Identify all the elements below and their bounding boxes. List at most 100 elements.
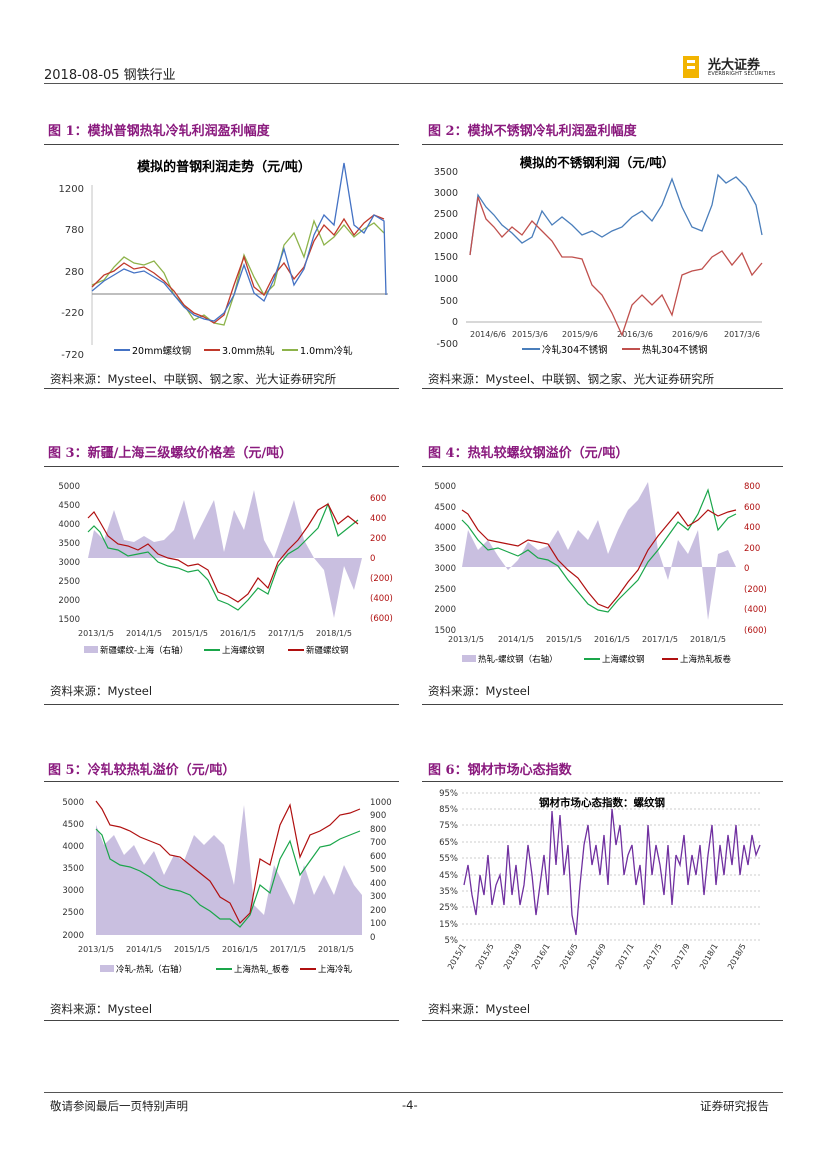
y-tick: 2000 <box>62 931 84 941</box>
legend-label: 上海冷轧 <box>318 964 353 975</box>
legend-label: 上海螺纹钢 <box>222 645 265 656</box>
x-tick: 2016/9/6 <box>672 330 708 339</box>
y-tick: 2500 <box>62 908 84 918</box>
figure-3-chart: 5000 4500 4000 3500 3000 2500 2000 1500 … <box>58 482 393 656</box>
y-tick: 2500 <box>58 577 80 587</box>
x-tick: 2016/5 <box>558 942 580 971</box>
x-tick: 2015/1/5 <box>546 635 582 644</box>
x-tick: 2018/5 <box>726 942 748 971</box>
x-tick: 2016/9 <box>586 942 608 971</box>
figure-5-chart: 5000 4500 4000 3500 3000 2500 2000 1000 … <box>62 798 392 975</box>
figure-1-bottom-rule <box>44 388 399 389</box>
figure-4-source: 资料来源：Mysteel <box>428 684 531 698</box>
y2-tick: 0 <box>370 933 375 943</box>
figure-1-title: 图 1：模拟普钢热轧冷轧利润盈利幅度 <box>48 124 270 139</box>
y-tick: 75% <box>439 821 458 831</box>
y-tick: 1500 <box>434 626 456 636</box>
y2-tick: 200 <box>370 534 386 544</box>
x-tick: 2017/1/5 <box>268 629 304 638</box>
y-tick: 55% <box>439 854 458 864</box>
y-tick: 2000 <box>434 605 456 615</box>
x-tick: 2015/1 <box>446 942 468 971</box>
y-tick: 3500 <box>434 167 458 178</box>
legend-label: 冷轧304不锈钢 <box>542 344 608 356</box>
legend-label: 热轧-螺纹钢（右轴） <box>478 654 558 665</box>
x-tick: 2014/6/6 <box>470 330 506 339</box>
header-date-sector: 2018-08-05 钢铁行业 <box>44 68 176 83</box>
figure-2-title: 图 2：模拟不锈钢冷轧利润盈利幅度 <box>428 124 637 139</box>
figure-2-rule <box>422 144 783 145</box>
legend-label: 上海热轧板卷 <box>680 654 732 665</box>
y-tick: 4000 <box>58 520 80 530</box>
y2-tick: (400) <box>370 594 393 604</box>
figure-3-bottom-rule <box>44 704 399 705</box>
y2-tick: 800 <box>370 825 386 835</box>
y2-tick: 700 <box>370 838 386 848</box>
y-tick: 2500 <box>434 209 458 220</box>
y-tick: 5000 <box>62 798 84 808</box>
legend: 20mm螺纹钢 3.0mm热轧 1.0mm冷轧 <box>114 345 353 357</box>
legend: 热轧-螺纹钢（右轴） 上海螺纹钢 上海热轧板卷 <box>462 654 732 665</box>
y2-tick: 400 <box>744 523 760 533</box>
legend-label: 1.0mm冷轧 <box>300 345 353 357</box>
x-tick: 2014/1/5 <box>126 945 162 954</box>
y-tick: 0 <box>452 317 458 328</box>
y-tick: 2000 <box>58 596 80 606</box>
y2-tick: 400 <box>370 514 386 524</box>
y2-tick: 100 <box>370 919 386 929</box>
y2-tick: 300 <box>370 892 386 902</box>
y2-tick: 900 <box>370 811 386 821</box>
figure-1-chart: 模拟的普钢利润走势（元/吨） 1200 780 280 -220 -720 20… <box>59 159 388 361</box>
y2-tick: 200 <box>744 544 760 554</box>
y-tick: 5% <box>445 936 459 946</box>
y2-tick: 600 <box>744 503 760 513</box>
y2-tick: 0 <box>370 554 375 564</box>
y2-tick: 500 <box>370 865 386 875</box>
x-tick: 2013/1/5 <box>78 629 114 638</box>
figure-6-title: 图 6：钢材市场心态指数 <box>428 763 572 778</box>
y-tick: 3000 <box>434 564 456 574</box>
y2-tick: (200) <box>744 585 767 595</box>
y-tick: 25% <box>439 903 458 913</box>
x-tick: 2016/1/5 <box>222 945 258 954</box>
logo-icon <box>683 56 699 78</box>
x-tick: 2015/3/6 <box>512 330 548 339</box>
y-tick: 35% <box>439 887 458 897</box>
figure-5-rule <box>44 781 399 782</box>
figure-3-source: 资料来源：Mysteel <box>50 684 153 698</box>
x-tick: 2017/3/6 <box>724 330 760 339</box>
y-tick: 500 <box>440 296 458 307</box>
figure-5-title: 图 5：冷轧较热轧溢价（元/吨） <box>48 763 236 778</box>
x-tick: 2018/1/5 <box>318 945 354 954</box>
figure-6-rule <box>422 781 783 782</box>
footer-divider <box>44 1092 783 1093</box>
x-tick: 2017/1 <box>614 942 636 971</box>
figure-4-title: 图 4：热轧较螺纹钢溢价（元/吨） <box>428 446 629 461</box>
x-tick: 2017/1/5 <box>270 945 306 954</box>
figure-5-bottom-rule <box>44 1020 399 1021</box>
x-tick: 2017/1/5 <box>642 635 678 644</box>
y-tick: 85% <box>439 805 458 815</box>
y2-tick: 1000 <box>370 798 392 808</box>
y2-tick: 600 <box>370 852 386 862</box>
header-divider <box>44 83 783 84</box>
figure-6-source: 资料来源：Mysteel <box>428 1002 531 1016</box>
figure-1-rule <box>44 144 399 145</box>
y-tick: 2000 <box>434 231 458 242</box>
y2-tick: (400) <box>744 605 767 615</box>
y-tick: -220 <box>61 308 84 319</box>
y2-tick: 400 <box>370 879 386 889</box>
legend-label: 上海热轧_板卷 <box>234 964 290 975</box>
y2-tick: 0 <box>744 564 749 574</box>
y-tick: 4000 <box>62 842 84 852</box>
y-tick: -720 <box>61 350 84 361</box>
figure-4-chart: 5000 4500 4000 3500 3000 2500 2000 1500 … <box>434 482 767 665</box>
x-tick: 2013/1/5 <box>78 945 114 954</box>
figure-2-source: 资料来源：Mysteel、中联钢、钢之家、光大证券研究所 <box>428 372 715 386</box>
y-tick: 3500 <box>62 864 84 874</box>
x-tick: 2015/9/6 <box>562 330 598 339</box>
y-tick: 4000 <box>434 523 456 533</box>
y-tick: 1500 <box>434 252 458 263</box>
logo-subtitle: EVERBRIGHT SECURITIES <box>708 71 776 77</box>
y-tick: 4500 <box>58 501 80 511</box>
